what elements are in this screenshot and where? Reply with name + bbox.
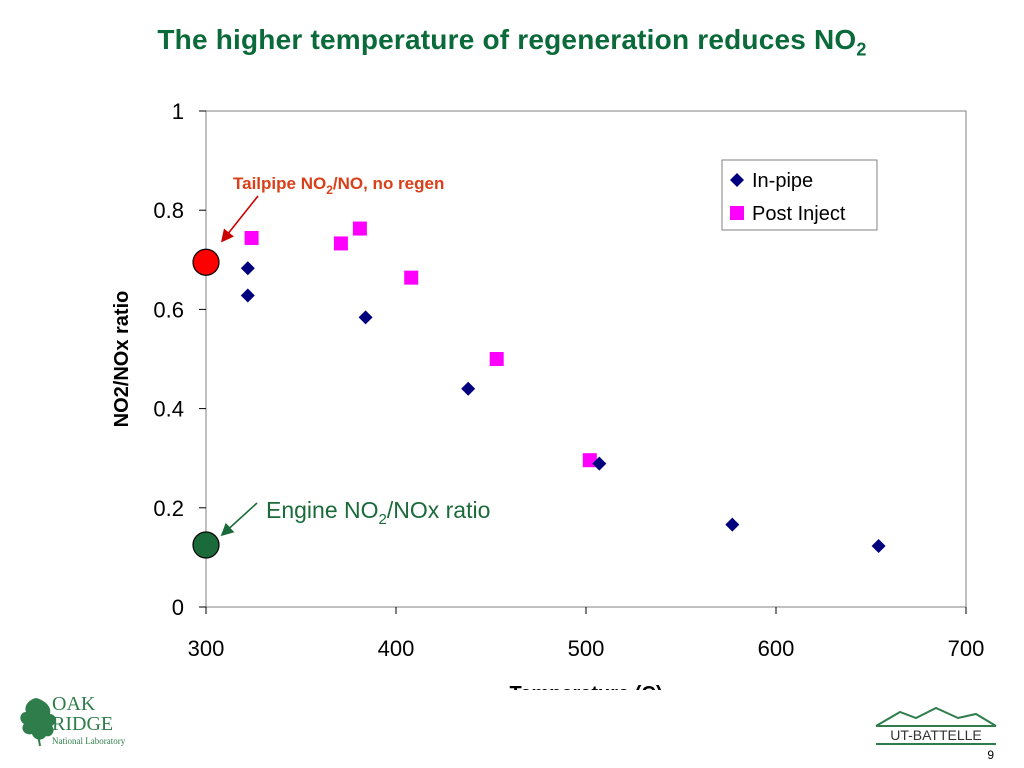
in-pipe-point	[461, 381, 476, 396]
chart-annotations: Tailpipe NO2/NO, no regen Engine NO2/NOx …	[192, 174, 490, 559]
y-axis-label: NO2/NOx ratio	[111, 291, 133, 428]
in-pipe-point	[592, 456, 607, 471]
oak-ridge-logo: OAK RIDGE National Laboratory	[14, 688, 144, 748]
in-pipe-point	[240, 288, 255, 303]
post-inject-point	[352, 221, 367, 236]
legend-label-post-inject: Post Inject	[752, 203, 846, 225]
tailpipe-annotation: Tailpipe NO2/NO, no regen	[233, 174, 444, 197]
chart-legend: In-pipe Post Inject	[721, 159, 878, 231]
ut-battelle-logo: UT-BATTELLE	[872, 702, 1000, 746]
chart-axes: 0 0.2 0.4 0.6 0.8 1 300 400 500 600 700 Temperature…	[111, 99, 984, 690]
x-tick-label: 300	[188, 636, 225, 661]
x-tick-label: 400	[378, 636, 415, 661]
x-tick-label: 500	[568, 636, 605, 661]
in-pipe-point	[358, 310, 373, 325]
x-tick-label: 600	[758, 636, 795, 661]
x-tick-label: 700	[948, 636, 985, 661]
engine-arrow	[220, 502, 258, 537]
post-inject-point	[333, 236, 348, 251]
post-inject-point	[489, 352, 504, 366]
legend-swatch-in-pipe	[730, 173, 744, 187]
ut-battelle-text: UT-BATTELLE	[890, 727, 982, 743]
y-tick-label: 0	[172, 595, 184, 620]
y-tick-label: 0.2	[153, 496, 184, 521]
scatter-chart: 0 0.2 0.4 0.6 0.8 1 300 400 500 600 700 Temperature…	[111, 99, 984, 690]
chart-marks	[240, 221, 886, 553]
in-pipe-point	[240, 261, 255, 276]
oak-logo-line3: National Laboratory	[52, 736, 126, 746]
engine-marker	[192, 531, 220, 559]
engine-annotation: Engine NO2/NOx ratio	[266, 497, 490, 528]
post-inject-point	[404, 270, 419, 285]
post-inject-point	[244, 230, 259, 245]
page-number: 9	[987, 748, 994, 762]
y-tick-label: 0.8	[153, 198, 184, 223]
mountain-icon	[875, 706, 997, 727]
y-tick-label: 0.6	[153, 297, 184, 322]
tailpipe-marker	[192, 248, 220, 276]
oak-logo-line2: RIDGE	[52, 713, 113, 735]
legend-box	[721, 159, 878, 231]
oak-logo-line1: OAK	[52, 693, 96, 715]
oak-leaf-icon	[20, 698, 56, 740]
y-tick-label: 1	[172, 99, 184, 124]
in-pipe-point	[725, 517, 740, 532]
in-pipe-point	[871, 538, 886, 553]
x-axis-label: Temperature (C)	[510, 683, 663, 690]
legend-swatch-post-inject	[730, 206, 744, 220]
slide-title: The higher temperature of regeneration r…	[157, 24, 867, 60]
tailpipe-arrow	[221, 195, 259, 243]
y-tick-label: 0.4	[153, 397, 184, 422]
legend-label-in-pipe: In-pipe	[752, 170, 813, 192]
